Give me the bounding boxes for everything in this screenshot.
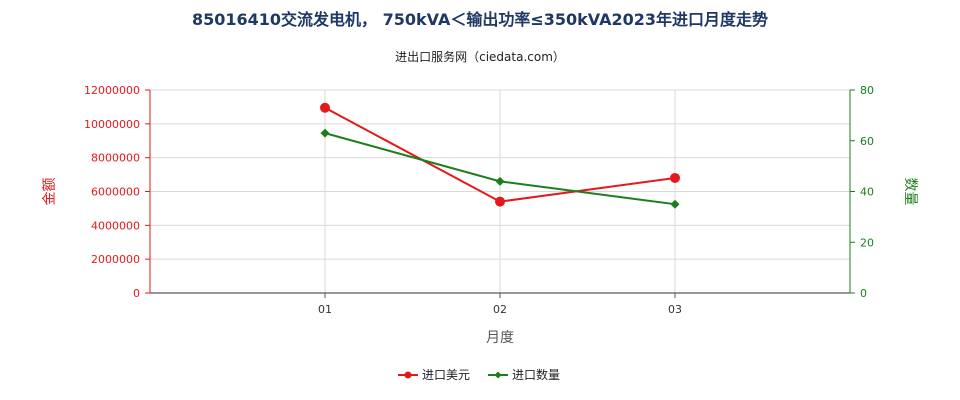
data-point-series-2-03: [670, 199, 680, 209]
x-tick-label: 01: [318, 303, 332, 316]
legend-marker-2: [494, 371, 502, 379]
data-point-series-1-03: [670, 172, 680, 183]
right-axis-ticks: 0 20 40 60 80: [850, 84, 874, 300]
right-tick-label: 60: [860, 135, 874, 148]
chart-title: 85016410交流发电机， 750kVA＜输出功率≤350kVA2023年进口…: [192, 10, 768, 29]
right-tick-label: 40: [860, 186, 874, 199]
x-axis-label: 月度: [486, 330, 514, 346]
left-tick-label: 12000000: [84, 84, 140, 97]
y-axis-left-label: 金额: [42, 178, 58, 206]
legend-marker-1: [404, 371, 412, 379]
y-axis-right-label: 数量: [902, 178, 918, 206]
x-axis-ticks: 01 02 03: [318, 293, 682, 316]
left-tick-label: 8000000: [91, 152, 140, 165]
data-point-series-2-02: [495, 176, 505, 186]
chart-subtitle: 进出口服务网（ciedata.com）: [395, 49, 565, 64]
legend-label-2: 进口数量: [512, 367, 560, 382]
left-axis-ticks: 0 2000000 4000000 6000000 8000000 10000000 120…: [84, 84, 150, 300]
left-tick-label: 6000000: [91, 186, 140, 199]
left-tick-label: 2000000: [91, 253, 140, 266]
data-point-series-1-01: [320, 102, 330, 113]
data-point-series-1-02: [495, 196, 505, 207]
right-tick-label: 0: [860, 287, 867, 300]
x-tick-label: 03: [668, 303, 682, 316]
legend-label-1: 进口美元: [422, 368, 470, 382]
left-tick-label: 10000000: [84, 118, 140, 131]
series-layer: [320, 102, 680, 209]
left-tick-label: 0: [133, 287, 140, 300]
right-tick-label: 80: [860, 84, 874, 97]
grid-lines: [150, 89, 850, 293]
right-tick-label: 20: [860, 236, 874, 249]
x-tick-label: 02: [493, 303, 507, 316]
legend: 进口美元 进口数量: [398, 367, 560, 382]
data-point-series-2-01: [320, 128, 330, 138]
left-tick-label: 4000000: [91, 219, 140, 232]
